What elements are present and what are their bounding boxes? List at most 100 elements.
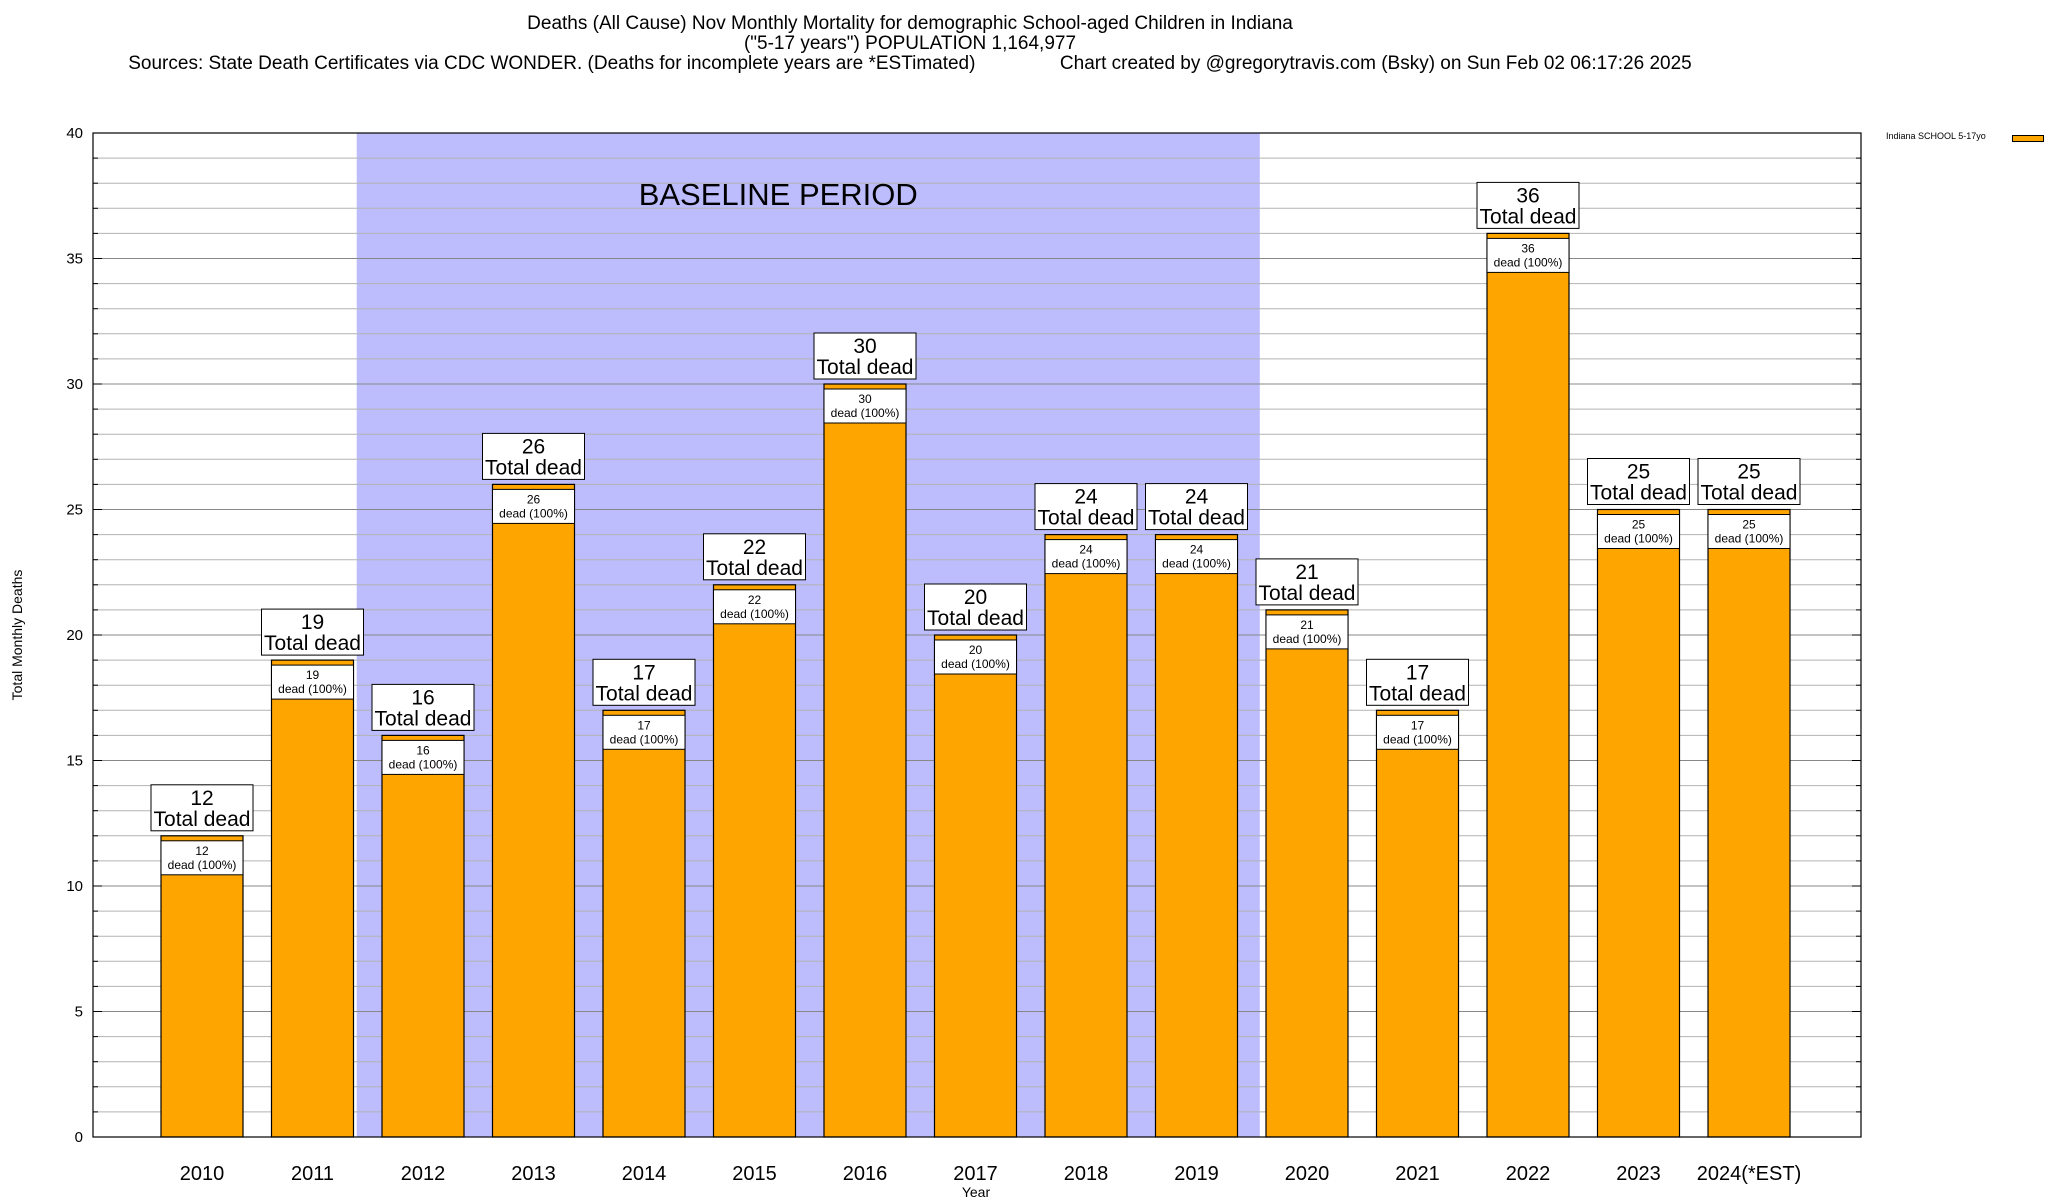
bar-total-value: 25 — [1627, 461, 1650, 484]
x-tick-label: 2012 — [401, 1163, 446, 1185]
bar-inner-percent: dead (100%) — [720, 607, 789, 621]
chart-subtitle: ("5-17 years") POPULATION 1,164,977 — [743, 33, 1077, 54]
bar-total-text: Total dead — [1259, 582, 1356, 605]
bar — [602, 709, 686, 1138]
x-axis-label: Year — [962, 1184, 991, 1200]
bar-total-value: 26 — [522, 435, 545, 458]
bar-inner-percent: dead (100%) — [1162, 557, 1231, 571]
bar-total-value: 22 — [743, 536, 766, 559]
bar-total-text: Total dead — [264, 632, 361, 655]
bar-inner-label-box — [602, 714, 686, 750]
y-tick-label: 10 — [66, 878, 83, 895]
bar — [1707, 508, 1791, 1138]
x-tick-label: 2021 — [1395, 1163, 1440, 1185]
bar-total-value: 30 — [853, 335, 876, 358]
y-tick-label: 25 — [66, 502, 83, 519]
y-tick-label: 30 — [66, 376, 83, 393]
bar-inner-value: 16 — [416, 743, 430, 757]
bar-total-text: Total dead — [485, 456, 582, 479]
bar-inner-label-box — [1597, 514, 1680, 549]
bar-total-text: Total dead — [1480, 205, 1577, 228]
bar-total-label-box — [482, 432, 585, 480]
bar — [1596, 508, 1681, 1138]
x-tick-label: 2020 — [1285, 1163, 1330, 1185]
bar-total-text: Total dead — [1701, 482, 1798, 505]
bar-total-label-box — [261, 608, 364, 656]
bar-total-label-box — [1145, 483, 1248, 531]
bar-total-label-box — [813, 332, 917, 380]
bar — [1375, 709, 1460, 1138]
bar-total-label-box — [1697, 458, 1801, 505]
bar-total-label-box — [1034, 483, 1138, 531]
bar-total-value: 19 — [301, 611, 324, 634]
bar — [1265, 609, 1349, 1138]
bar-inner-value: 17 — [637, 718, 651, 732]
bar-total-text: Total dead — [706, 557, 803, 580]
bar-inner-value: 26 — [527, 492, 541, 506]
chart-source-line: Sources: State Death Certificates via CD… — [128, 53, 1692, 74]
bar-inner-percent: dead (100%) — [389, 757, 458, 771]
bar — [491, 483, 576, 1138]
bar — [1044, 533, 1128, 1138]
bar-inner-label-box — [713, 589, 796, 625]
bar-total-value: 24 — [1185, 486, 1209, 509]
bar-total-text: Total dead — [1369, 682, 1466, 705]
x-tick-label: 2022 — [1506, 1163, 1551, 1185]
bar-inner-percent: dead (100%) — [1052, 557, 1121, 571]
bar-inner-label-box — [1265, 614, 1349, 650]
bar — [1486, 232, 1570, 1138]
bar-inner-label-box — [1155, 539, 1238, 575]
bar-total-label-box — [924, 583, 1027, 631]
bar-inner-percent: dead (100%) — [1273, 632, 1342, 646]
x-tick-label: 2016 — [843, 1163, 888, 1185]
legend-label: Indiana SCHOOL 5-17yo — [1886, 131, 1986, 141]
baseline-label: BASELINE PERIOD — [639, 177, 918, 212]
bar-total-value: 36 — [1516, 184, 1539, 207]
bar-inner-percent: dead (100%) — [941, 657, 1010, 671]
x-tick-label: 2014 — [622, 1163, 667, 1185]
bar-inner-value: 19 — [306, 668, 320, 682]
x-tick-label: 2013 — [511, 1163, 556, 1185]
bar-inner-label-box — [492, 488, 575, 524]
y-tick-label: 20 — [66, 627, 83, 644]
bar-inner-label-box — [271, 664, 354, 700]
x-tick-label: 2018 — [1064, 1163, 1109, 1185]
bar-inner-label-box — [823, 388, 907, 424]
x-tick-label: 2011 — [291, 1163, 334, 1185]
bar-total-text: Total dead — [817, 356, 914, 379]
bar-inner-label-box — [381, 739, 465, 775]
bar-total-text: Total dead — [1148, 507, 1245, 530]
bar-total-label-box — [1366, 658, 1469, 706]
bar-inner-value: 22 — [748, 593, 762, 607]
x-tick-label: 2024(*EST) — [1697, 1163, 1802, 1185]
bar-total-text: Total dead — [375, 707, 472, 730]
y-tick-label: 0 — [75, 1129, 83, 1146]
bar-total-label-box — [1255, 558, 1359, 606]
bar — [270, 659, 355, 1138]
chart-title: Deaths (All Cause) Nov Monthly Mortality… — [527, 13, 1293, 34]
bar-inner-percent: dead (100%) — [1494, 255, 1563, 269]
bar-inner-value: 25 — [1742, 518, 1756, 532]
bar-inner-percent: dead (100%) — [610, 732, 679, 746]
bar-inner-value: 17 — [1411, 718, 1425, 732]
bar-total-label-box — [150, 784, 254, 832]
bar-total-text: Total dead — [596, 682, 693, 705]
bar-total-text: Total dead — [154, 808, 251, 831]
bar-inner-percent: dead (100%) — [278, 682, 347, 696]
bar-total-label-box — [592, 658, 696, 706]
bar-total-value: 25 — [1737, 461, 1760, 484]
y-tick-label: 5 — [75, 1004, 83, 1021]
bar-inner-value: 21 — [1300, 618, 1314, 632]
bar — [712, 584, 797, 1138]
x-tick-label: 2023 — [1616, 1163, 1661, 1185]
bar-inner-percent: dead (100%) — [1383, 732, 1452, 746]
bar-inner-percent: dead (100%) — [499, 506, 568, 520]
x-tick-label: 2010 — [180, 1163, 225, 1185]
bar-inner-percent: dead (100%) — [1715, 532, 1784, 546]
bar-inner-value: 36 — [1521, 241, 1535, 255]
bar-total-value: 17 — [1406, 661, 1429, 684]
bar-total-value: 16 — [411, 686, 434, 709]
bar-total-label-box — [703, 533, 806, 581]
bar — [160, 835, 244, 1138]
